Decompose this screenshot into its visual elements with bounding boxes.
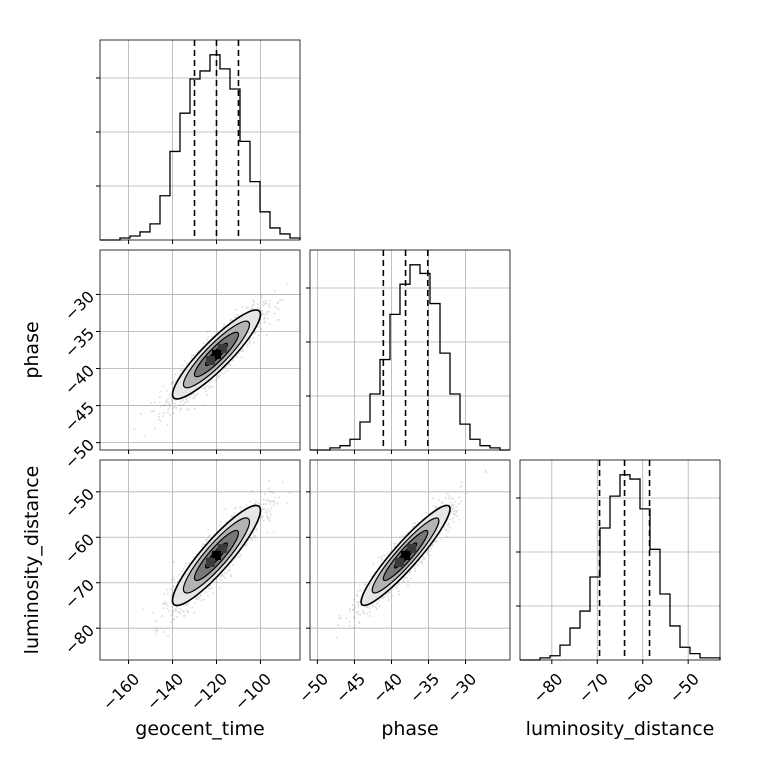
density-peak-cell (211, 550, 221, 560)
y-axis-label-luminosity-distance: luminosity_distance (21, 466, 43, 655)
density-peak-cell (217, 343, 227, 353)
density-peak-cell (217, 544, 227, 554)
x-tick-label: −45 (332, 669, 369, 706)
x-tick-label: −100 (231, 669, 276, 714)
x-tick-label: −160 (99, 669, 144, 714)
scatter-panel-geocent-time-vs-luminosity-distance: −160 −140 −120 −100 −80 −70 −60 −50 (61, 459, 301, 714)
y-tick-label: −40 (61, 361, 98, 398)
y-tick-label: −35 (61, 324, 98, 361)
density-peak-cell (394, 557, 404, 567)
y-axis-label-phase: phase (21, 321, 43, 378)
scatter-panel-geocent-time-vs-phase: −50−45−40−35−30 (61, 249, 301, 472)
panel-frame (99, 249, 301, 451)
x-tick-label: −50 (295, 669, 332, 706)
y-tick-label: −45 (61, 398, 98, 435)
panel-frame (99, 459, 301, 661)
histogram-panel-geocent-time (96, 39, 301, 244)
y-tick-label: −50 (61, 435, 98, 472)
scatter-points (142, 479, 291, 637)
histogram-step-luminosity-distance (520, 474, 721, 661)
y-tick-label: −30 (61, 287, 98, 324)
x-tick-label: −30 (443, 669, 480, 706)
x-tick-label: −140 (143, 669, 188, 714)
x-axis-label-luminosity-distance: luminosity_distance (526, 718, 715, 740)
density-peak-cell (407, 544, 417, 554)
y-tick-label: −50 (61, 484, 98, 521)
histogram-step-phase (310, 264, 510, 451)
x-axis-label-phase: phase (381, 718, 438, 740)
y-tick-label: −80 (61, 621, 98, 658)
y-tick-label: −60 (61, 530, 98, 567)
x-tick-label: −60 (620, 669, 657, 706)
density-peak-cell (206, 557, 216, 567)
panel-frame (99, 39, 301, 241)
scatter-points (336, 469, 487, 639)
histogram-panel-phase (306, 249, 511, 454)
x-axis-label-geocent-time: geocent_time (135, 718, 264, 740)
histogram-step-geocent-time (100, 54, 301, 241)
x-tick-label: −120 (187, 669, 232, 714)
panel-frame (309, 249, 511, 451)
panel-frame (309, 459, 511, 661)
scatter-points (133, 283, 288, 437)
x-tick-label: −35 (406, 669, 443, 706)
scatter-panel-phase-vs-luminosity-distance: −50 −45 −40 −35 −30 (295, 459, 511, 707)
histogram-panel-luminosity-distance: −80 −70 −60 −50 (516, 459, 721, 707)
y-tick-label: −70 (61, 575, 98, 612)
density-peak-cell (401, 550, 411, 560)
x-tick-label: −80 (529, 669, 566, 706)
x-tick-label: −70 (575, 669, 612, 706)
x-tick-label: −40 (369, 669, 406, 706)
density-peak-cell (205, 356, 215, 366)
x-tick-label: −50 (666, 669, 703, 706)
density-peak-cell (211, 349, 221, 359)
panel-frame (519, 459, 721, 661)
